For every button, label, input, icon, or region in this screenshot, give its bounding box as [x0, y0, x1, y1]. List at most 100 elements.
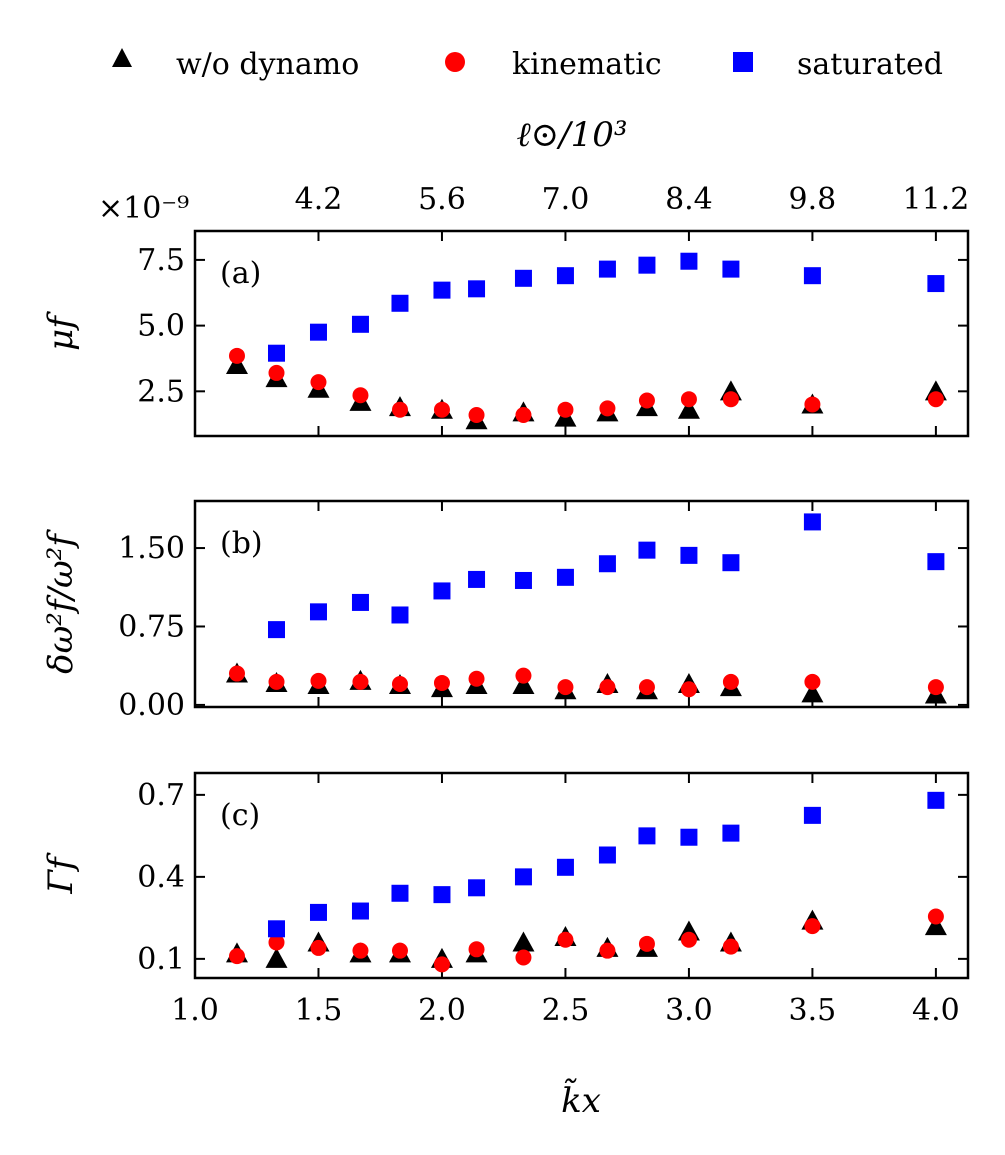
x-tick-label: 3.0 — [665, 993, 713, 1028]
data-point-triangle — [677, 398, 700, 419]
data-point-circle — [638, 679, 655, 696]
data-point-square — [433, 886, 451, 904]
panel-c: 0.1 0.4 0.7 (c) Γf 1.0 1.5 2.0 2.5 3.0 3.5 4.0 — [41, 771, 970, 1028]
top-tick-label: 9.8 — [789, 182, 837, 217]
data-point-circle — [557, 401, 574, 418]
legend-label-circle: kinematic — [512, 47, 662, 82]
y-tick-label: 0.4 — [137, 860, 185, 895]
y-tick-label: 1.50 — [118, 531, 185, 566]
panel-tag: (c) — [220, 798, 260, 833]
y-tick-label: 0.1 — [137, 942, 185, 977]
data-point-circle — [310, 939, 327, 956]
data-point-circle — [927, 391, 944, 408]
x-tick-label: 4.0 — [912, 993, 960, 1028]
y-axis-label: Γf — [41, 852, 81, 895]
panel-a-multiplier: ×10⁻⁹ — [98, 191, 189, 226]
data-point-circle — [722, 391, 739, 408]
data-point-triangle — [225, 354, 248, 375]
data-point-square — [433, 281, 451, 299]
data-point-circle — [433, 956, 450, 973]
legend: w/o dynamo kinematic saturated — [112, 47, 943, 82]
data-point-circle — [804, 918, 821, 935]
y-tick-label: 5.0 — [137, 309, 185, 344]
data-point-circle — [804, 396, 821, 413]
data-point-triangle — [512, 931, 535, 952]
top-tick-label: 5.6 — [418, 182, 466, 217]
x-tick-label: 1.5 — [295, 993, 343, 1028]
data-point-square — [309, 603, 327, 621]
legend-item-triangle: w/o dynamo — [112, 47, 359, 82]
data-point-circle — [599, 400, 616, 417]
data-point-square — [351, 902, 369, 920]
data-point-square — [680, 828, 698, 846]
data-point-circle — [927, 908, 944, 925]
data-point-circle — [468, 941, 485, 958]
data-point-circle — [722, 673, 739, 690]
data-point-square — [722, 824, 740, 842]
data-point-circle — [515, 667, 532, 684]
data-point-circle — [468, 670, 485, 687]
data-point-circle — [352, 387, 369, 404]
top-tick-label: 11.2 — [902, 182, 969, 217]
data-point-square — [638, 827, 656, 845]
y-tick-label: 0.75 — [118, 609, 185, 644]
data-point-circle — [599, 679, 616, 696]
data-point-circle — [468, 406, 485, 423]
panels: 2.5 5.0 7.5 (a) μf 4.2 5.6 7.0 8.4 9.8 11.2 0.00 0.7… — [41, 182, 969, 1028]
data-point-square — [267, 621, 285, 639]
panel-a: 2.5 5.0 7.5 (a) μf 4.2 5.6 7.0 8.4 9.8 11.2 — [41, 182, 970, 438]
data-point-square — [309, 903, 327, 921]
data-point-circle — [310, 672, 327, 689]
data-point-square — [803, 267, 821, 285]
legend-item-square: saturated — [733, 47, 943, 82]
data-point-circle — [391, 675, 408, 692]
data-point-square — [514, 868, 532, 886]
data-point-circle — [515, 949, 532, 966]
panel-tag: (b) — [220, 526, 263, 561]
y-axis-label: δω²f/ω²f — [41, 529, 81, 674]
data-point-square — [638, 541, 656, 559]
data-point-square — [598, 260, 616, 278]
data-point-square — [468, 879, 486, 897]
legend-marker-square — [733, 52, 753, 72]
data-point-triangle — [512, 674, 535, 695]
data-point-circle — [228, 665, 245, 682]
y-tick-label: 0.00 — [118, 688, 185, 723]
data-point-square — [267, 344, 285, 362]
data-point-square — [556, 858, 574, 876]
plot-frame — [193, 229, 970, 438]
data-point-circle — [680, 391, 697, 408]
data-point-square — [391, 884, 409, 902]
legend-label-triangle: w/o dynamo — [176, 47, 359, 82]
data-point-circle — [352, 673, 369, 690]
data-point-square — [927, 553, 945, 571]
y-axis-label: μf — [41, 311, 81, 351]
data-point-circle — [352, 942, 369, 959]
data-point-circle — [722, 938, 739, 955]
data-point-square — [803, 806, 821, 824]
data-point-square — [468, 280, 486, 298]
x-tick-label: 3.5 — [789, 993, 837, 1028]
data-point-circle — [515, 406, 532, 423]
legend-item-circle: kinematic — [445, 47, 662, 82]
data-point-circle — [228, 347, 245, 364]
data-point-circle — [638, 935, 655, 952]
data-point-square — [598, 555, 616, 573]
data-point-square — [598, 846, 616, 864]
data-point-square — [638, 256, 656, 274]
y-tick-label: 0.7 — [137, 778, 185, 813]
data-point-circle — [927, 679, 944, 696]
data-point-triangle — [801, 682, 824, 703]
top-tick-label: 8.4 — [665, 182, 713, 217]
data-point-circle — [268, 934, 285, 951]
data-point-circle — [638, 392, 655, 409]
x-tick-label: 2.5 — [542, 993, 590, 1028]
data-point-circle — [680, 931, 697, 948]
data-point-circle — [433, 674, 450, 691]
bottom-axis-label: k̃x — [561, 1078, 601, 1121]
data-point-circle — [557, 931, 574, 948]
data-point-circle — [228, 948, 245, 965]
data-point-circle — [599, 942, 616, 959]
data-point-circle — [557, 679, 574, 696]
